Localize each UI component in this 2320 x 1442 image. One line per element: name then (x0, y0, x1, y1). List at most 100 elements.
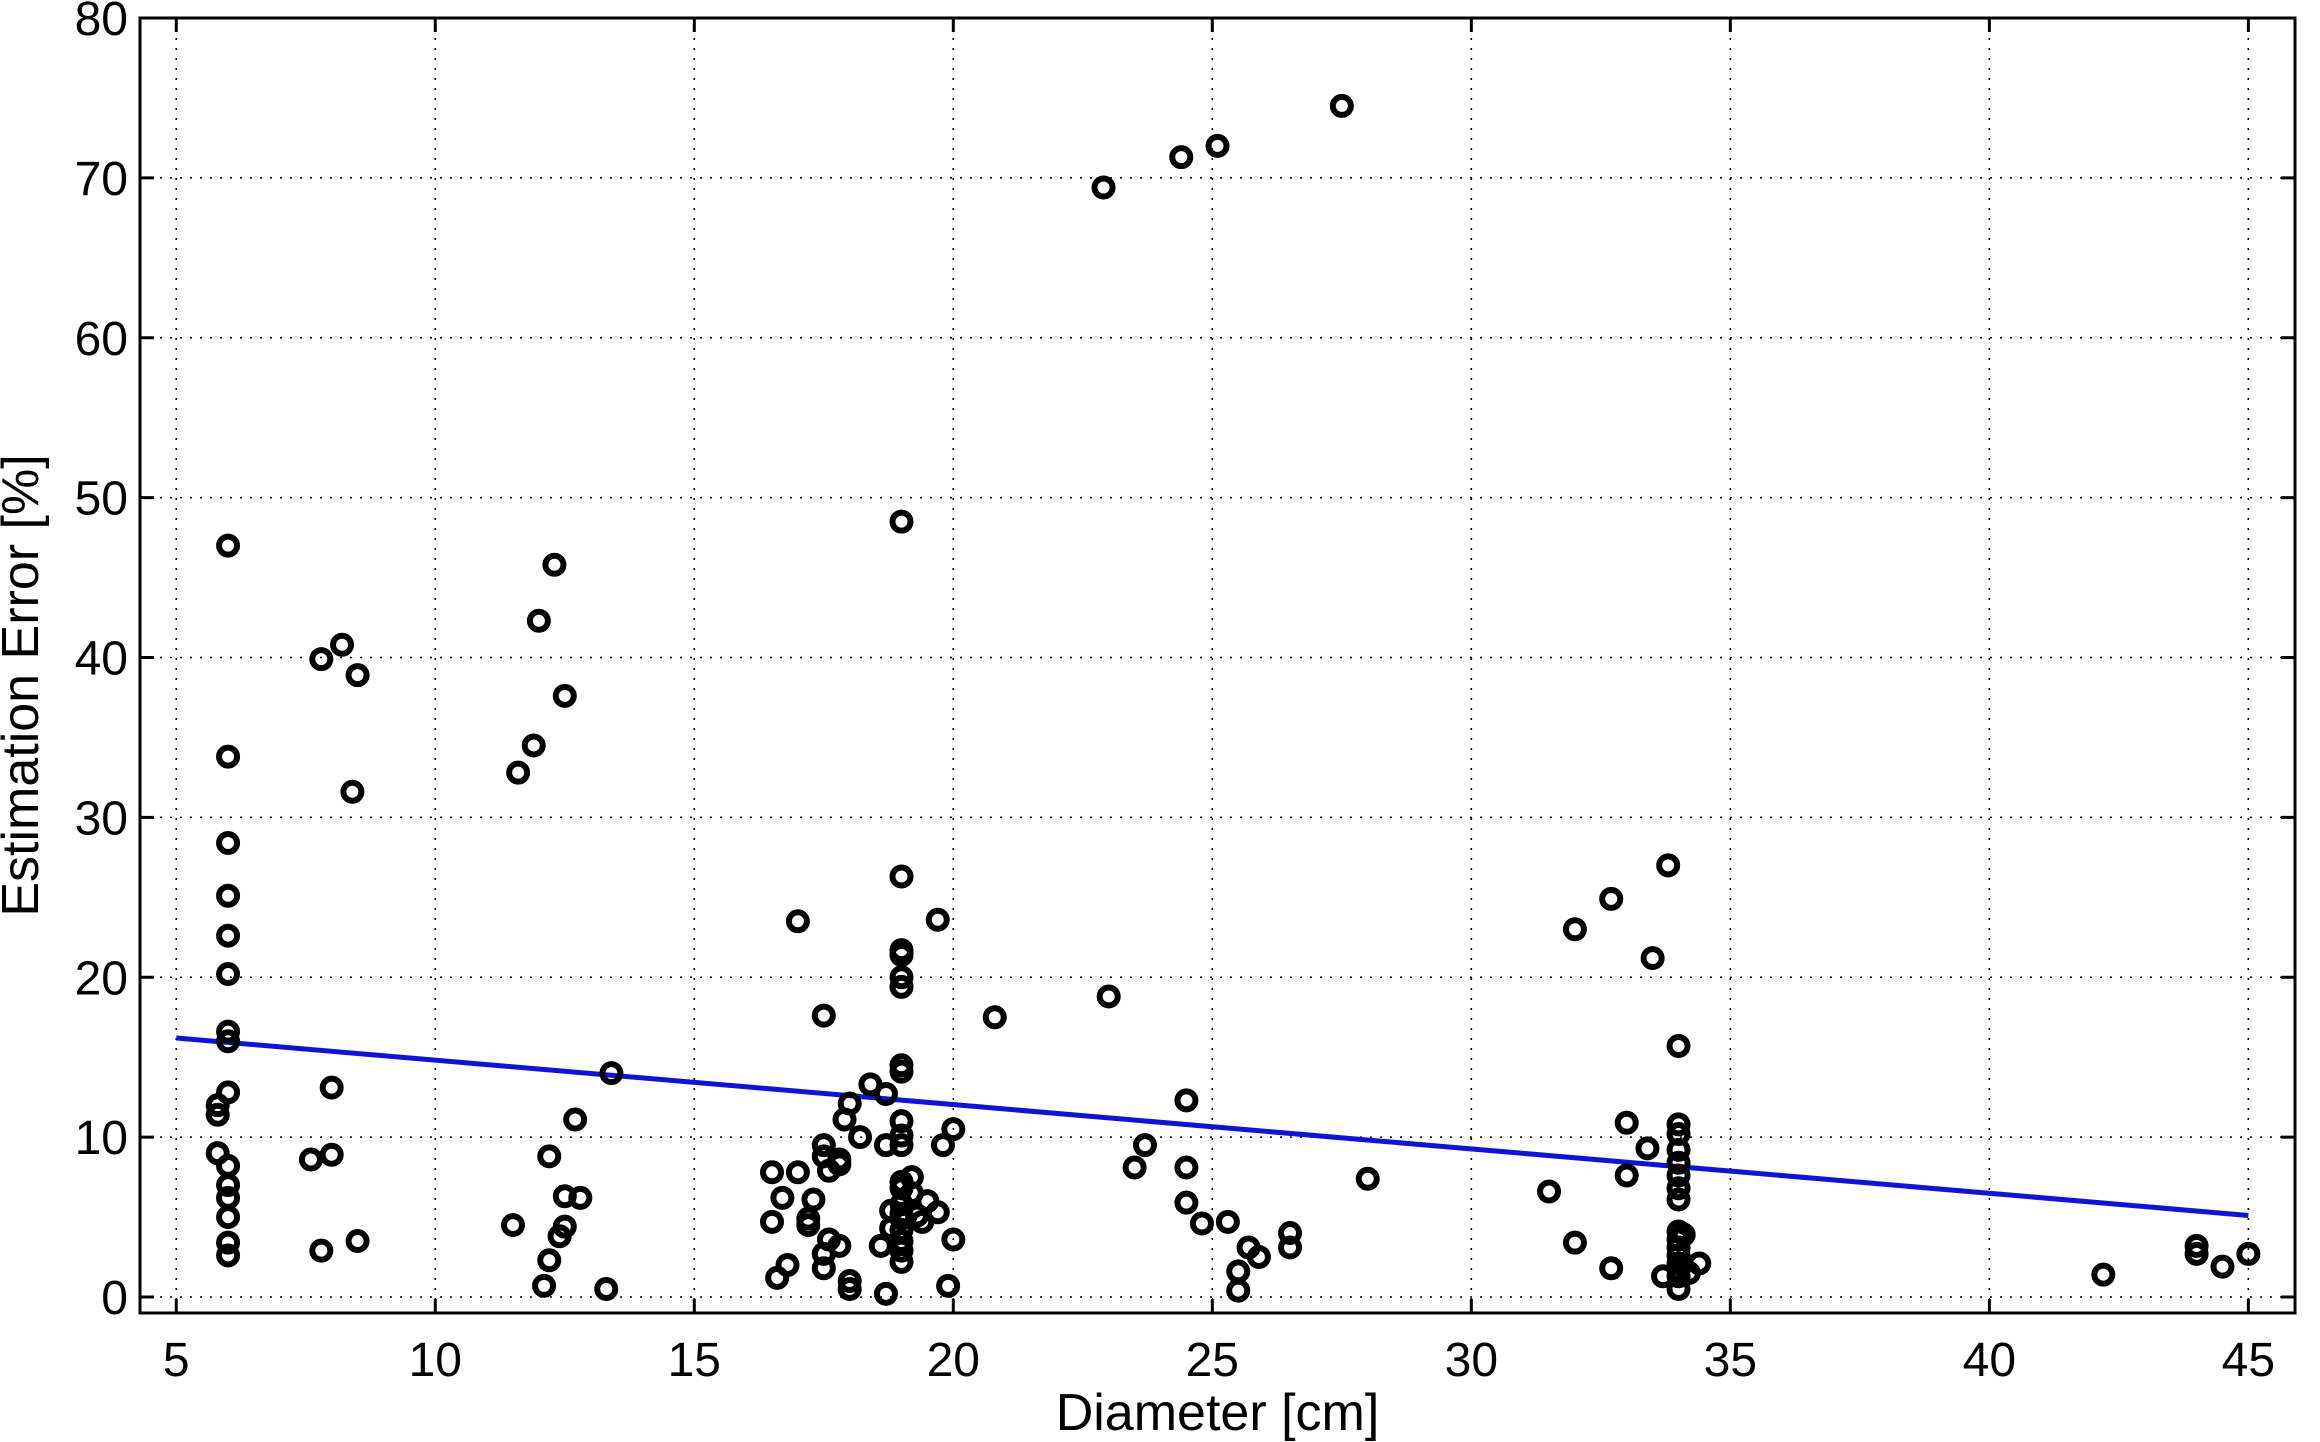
y-axis-label: Estimation Error [%] (0, 454, 50, 916)
data-point (889, 864, 914, 889)
x-tick-labels: 5 10 15 20 25 30 35 40 45 (163, 1334, 2275, 1387)
data-point (1096, 984, 1121, 1009)
data-point (1671, 1222, 1696, 1247)
data-point (568, 1185, 593, 1210)
data-point (811, 1256, 836, 1281)
data-point (1355, 1166, 1380, 1191)
data-point (1215, 1209, 1240, 1234)
data-point (1174, 1088, 1199, 1113)
data-point (1174, 1155, 1199, 1180)
data-point (1640, 946, 1665, 971)
data-point (216, 1243, 241, 1268)
data-point (532, 1273, 557, 1298)
data-point (765, 1265, 790, 1290)
data-point (2184, 1241, 2209, 1266)
x-tick-label: 25 (1186, 1334, 1239, 1387)
data-point (1666, 1112, 1691, 1137)
x-tick-label: 5 (163, 1334, 190, 1387)
data-point (1635, 1136, 1660, 1161)
data-point (827, 1233, 852, 1258)
data-points (205, 93, 2261, 1306)
data-point (759, 1160, 784, 1185)
data-point (547, 1224, 572, 1249)
data-point (309, 647, 334, 672)
data-point (1278, 1235, 1303, 1260)
data-point (785, 909, 810, 934)
x-tick-label: 10 (409, 1334, 462, 1387)
data-point (827, 1152, 852, 1177)
data-point (1666, 1187, 1691, 1212)
data-point (594, 1277, 619, 1302)
data-point (889, 1238, 914, 1263)
data-point (1666, 1150, 1691, 1175)
data-point (521, 733, 546, 758)
axis-ticks (140, 16, 2295, 1313)
data-point (1562, 917, 1587, 942)
data-point (873, 1281, 898, 1306)
data-point (1656, 853, 1681, 878)
data-point (930, 1133, 955, 1158)
data-point (298, 1147, 323, 1172)
data-point (216, 1230, 241, 1255)
data-point (216, 1029, 241, 1054)
data-point (889, 974, 914, 999)
data-point (1666, 1137, 1691, 1162)
data-point (1174, 1190, 1199, 1215)
y-tick-label: 50 (75, 473, 128, 526)
data-point (873, 1081, 898, 1106)
data-point (599, 1061, 624, 1086)
data-point (2184, 1233, 2209, 1258)
data-point (1666, 1277, 1691, 1302)
data-point (889, 1249, 914, 1274)
plot-area-frame (138, 16, 2297, 1315)
data-point (1205, 133, 1230, 158)
y-tick-label: 0 (101, 1272, 128, 1325)
data-point (1599, 1256, 1624, 1281)
data-point (340, 779, 365, 804)
data-point (1091, 175, 1116, 200)
x-tick-label: 30 (1445, 1334, 1498, 1387)
data-point (216, 962, 241, 987)
data-point (1169, 145, 1194, 170)
data-point (526, 608, 551, 633)
data-point (345, 1229, 370, 1254)
data-point (925, 907, 950, 932)
y-tick-label: 20 (75, 952, 128, 1005)
data-point (2210, 1254, 2235, 1279)
y-tick-label: 40 (75, 633, 128, 686)
data-point (563, 1107, 588, 1132)
data-point (848, 1125, 873, 1150)
data-point (889, 1133, 914, 1158)
data-point (801, 1187, 826, 1212)
data-point (216, 1019, 241, 1044)
data-point (345, 663, 370, 688)
data-point (1666, 1176, 1691, 1201)
data-point (889, 1059, 914, 1084)
data-point (759, 1209, 784, 1234)
x-tick-label: 45 (2222, 1334, 2275, 1387)
fit-line (176, 1035, 2249, 1218)
data-point (216, 830, 241, 855)
data-point (309, 1238, 334, 1263)
data-point (537, 1144, 562, 1169)
x-tick-label: 35 (1704, 1334, 1757, 1387)
data-point (941, 1227, 966, 1252)
data-point (941, 1117, 966, 1142)
data-point (216, 1205, 241, 1230)
data-point (216, 744, 241, 769)
data-point (542, 552, 567, 577)
data-point (1329, 93, 1354, 118)
y-tick-label: 60 (75, 313, 128, 366)
data-point (1278, 1221, 1303, 1246)
data-point (216, 923, 241, 948)
data-point (216, 1173, 241, 1198)
data-point (868, 1233, 893, 1258)
data-point (811, 1003, 836, 1028)
data-point (330, 632, 355, 657)
data-point (2236, 1241, 2261, 1266)
y-tick-labels: 0 10 20 30 40 50 60 70 80 (75, 0, 128, 1325)
data-point (216, 533, 241, 558)
x-tick-label: 40 (1963, 1334, 2016, 1387)
data-point (770, 1185, 795, 1210)
